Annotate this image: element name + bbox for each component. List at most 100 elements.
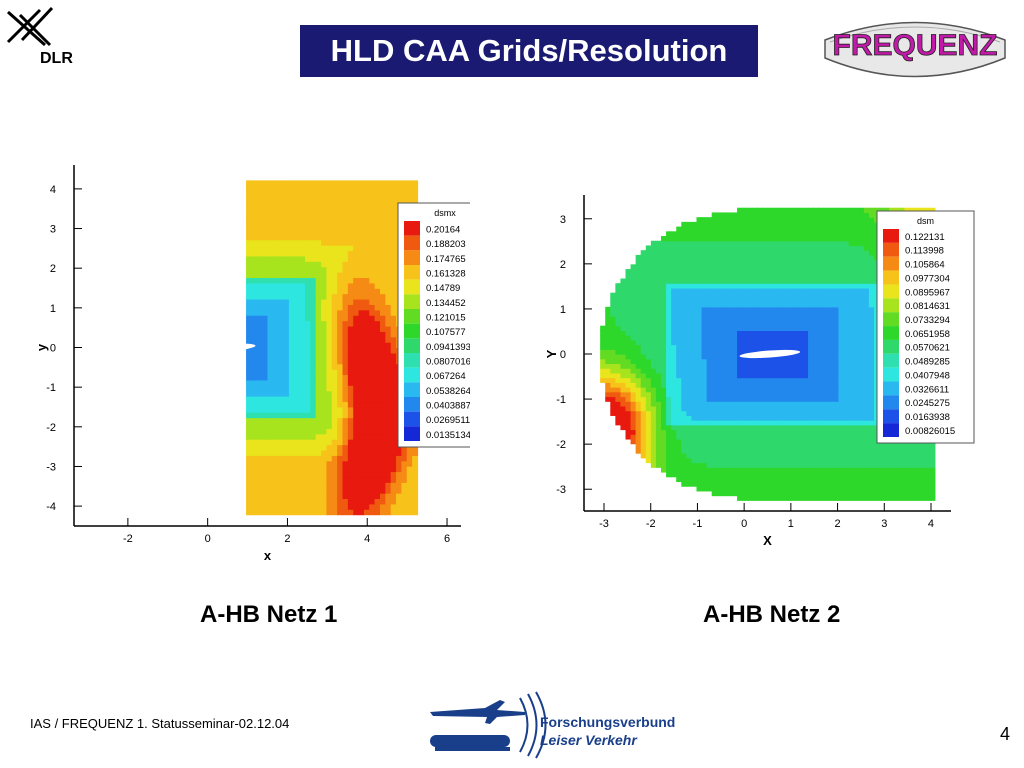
field-cell: [767, 358, 774, 365]
field-cell: [858, 424, 865, 431]
field-cell: [797, 368, 804, 374]
field-cell: [853, 368, 860, 374]
field-cell: [347, 315, 354, 322]
field-cell: [701, 236, 708, 242]
field-cell: [645, 254, 652, 261]
field-cell: [337, 379, 344, 386]
field-cell: [838, 358, 845, 365]
field-cell: [711, 273, 718, 280]
field-cell: [797, 443, 804, 449]
field-cell: [823, 377, 829, 383]
field-cell: [732, 306, 738, 313]
field-cell: [691, 349, 698, 355]
field-cell: [315, 282, 322, 289]
field-cell: [278, 433, 285, 440]
field-cell: [605, 344, 611, 350]
field-cell: [772, 429, 779, 435]
field-cell: [792, 217, 799, 223]
field-cell: [701, 448, 708, 454]
field-cell: [681, 231, 687, 237]
field-cell: [716, 325, 723, 332]
field-cell: [294, 422, 301, 429]
field-cell: [742, 391, 748, 398]
field-cell: [716, 273, 723, 280]
field-cell: [251, 422, 258, 429]
field-cell: [676, 292, 682, 298]
field-cell: [681, 467, 687, 473]
field-cell: [732, 448, 738, 454]
field-cell: [374, 358, 381, 365]
field-cell: [858, 217, 865, 223]
field-cell: [676, 429, 682, 435]
field-cell: [353, 379, 360, 386]
field-cell: [390, 185, 397, 192]
field-cell: [696, 429, 703, 435]
field-cell: [787, 391, 794, 398]
field-cell: [711, 457, 718, 464]
field-cell: [353, 191, 360, 198]
field-cell: [283, 444, 290, 451]
field-cell: [787, 250, 794, 256]
field-cell: [737, 471, 743, 478]
field-cell: [337, 347, 344, 354]
field-cell: [342, 385, 349, 392]
field-cell: [251, 482, 258, 489]
field-cell: [342, 180, 349, 187]
field-cell: [797, 405, 804, 412]
field-cell: [288, 288, 295, 295]
field-cell: [732, 434, 738, 440]
field-cell: [374, 471, 381, 478]
field-cell: [385, 476, 392, 483]
field-cell: [299, 466, 306, 473]
field-cell: [299, 277, 306, 284]
field-cell: [777, 259, 784, 265]
field-cell: [353, 363, 360, 370]
field-cell: [701, 269, 708, 275]
field-cell: [858, 287, 865, 294]
field-cell: [358, 288, 365, 295]
field-cell: [671, 269, 677, 275]
field-cell: [610, 339, 616, 346]
field-cell: [385, 218, 392, 225]
field-cell: [747, 387, 753, 393]
field-cell: [347, 379, 354, 386]
field-cell: [390, 223, 397, 230]
field-cell: [337, 433, 344, 440]
field-cell: [818, 311, 824, 317]
field-cell: [823, 495, 829, 501]
field-cell: [396, 444, 403, 451]
field-cell: [635, 377, 642, 383]
field-cell: [848, 212, 855, 218]
field-cell: [401, 185, 408, 192]
field-cell: [833, 462, 840, 468]
field-cell: [342, 390, 349, 397]
field-cell: [278, 401, 285, 408]
legend-label: 0.174765: [426, 254, 466, 265]
field-cell: [299, 493, 306, 500]
field-cell: [326, 342, 333, 349]
field-cell: [294, 288, 301, 295]
field-cell: [681, 349, 687, 355]
field-cell: [838, 396, 845, 402]
field-cell: [315, 422, 322, 429]
field-cell: [267, 460, 274, 467]
field-cell: [853, 415, 860, 421]
field-cell: [294, 234, 301, 241]
field-cell: [823, 250, 829, 256]
field-cell: [732, 269, 738, 275]
field-cell: [299, 428, 306, 435]
field-cell: [251, 449, 258, 456]
field-cell: [390, 218, 397, 225]
field-cell: [716, 457, 723, 464]
field-cell: [331, 509, 338, 516]
field-cell: [262, 245, 269, 252]
field-cell: [787, 320, 794, 327]
field-cell: [321, 261, 328, 268]
field-cell: [808, 415, 814, 421]
field-cell: [267, 396, 274, 403]
field-cell: [671, 377, 677, 383]
field-cell: [315, 390, 322, 397]
field-cell: [353, 298, 360, 305]
field-cell: [353, 476, 360, 483]
frequenz-logo: FREQUENZ: [824, 21, 1006, 78]
